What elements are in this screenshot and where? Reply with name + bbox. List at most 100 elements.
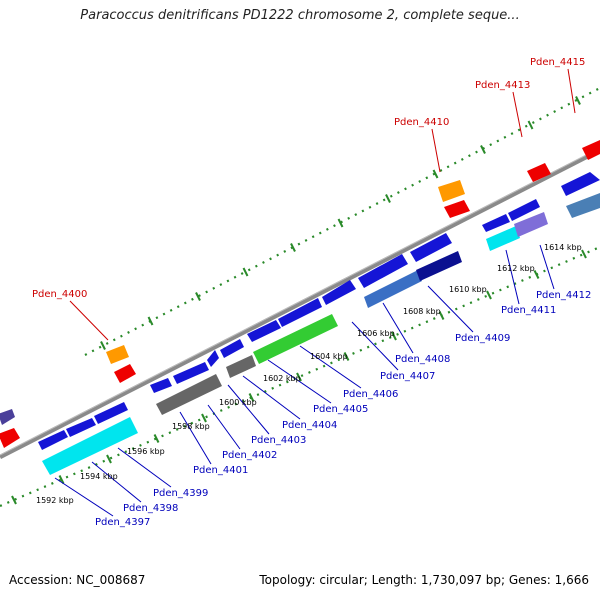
gene-label[interactable]: Pden_4404 bbox=[282, 420, 337, 431]
inner-tick-ring bbox=[0, 245, 600, 508]
gene-block[interactable] bbox=[226, 355, 256, 378]
leader-line bbox=[54, 477, 114, 517]
feature-label[interactable]: Pden_4400 bbox=[32, 289, 87, 300]
gene-block[interactable] bbox=[42, 417, 138, 475]
leader-line bbox=[91, 461, 142, 503]
gene-arrow[interactable] bbox=[207, 350, 219, 367]
gene-label[interactable]: Pden_4403 bbox=[251, 435, 306, 446]
feature-label[interactable]: Pden_4415 bbox=[530, 57, 585, 68]
gene-arrow[interactable] bbox=[561, 172, 600, 196]
gene-arrow[interactable] bbox=[482, 214, 510, 232]
leader-line bbox=[267, 359, 332, 404]
scale-labels: 1592 kbp 1594 kbp 1596 kbp 1598 kbp 1600 kbp… bbox=[36, 243, 582, 505]
gene-block[interactable] bbox=[364, 270, 422, 308]
gene-block[interactable] bbox=[156, 374, 222, 415]
genome-summary-text: Topology: circular; Length: 1,730,097 bp… bbox=[259, 573, 589, 587]
scale-label: 1598 kbp bbox=[172, 422, 210, 431]
gene-label[interactable]: Pden_4409 bbox=[455, 333, 510, 344]
feature-labels: Pden_4400 Pden_4410 Pden_4413 Pden_4415 bbox=[32, 57, 585, 300]
major-tick bbox=[527, 120, 534, 130]
gene-block[interactable] bbox=[253, 314, 338, 364]
label-leader-lines bbox=[54, 68, 576, 517]
gene-label[interactable]: Pden_4397 bbox=[95, 517, 150, 528]
feature-red[interactable] bbox=[444, 200, 470, 218]
major-tick bbox=[438, 311, 445, 320]
scale-label: 1596 kbp bbox=[127, 447, 165, 456]
gene-arrow[interactable] bbox=[220, 339, 244, 358]
leader-line bbox=[539, 244, 555, 290]
inner-major-ticks bbox=[11, 249, 587, 505]
gene-labels: Pden_4397 Pden_4398 Pden_4399 Pden_4401 Pden… bbox=[95, 290, 591, 528]
gene-arrow[interactable] bbox=[410, 233, 452, 262]
scale-label: 1594 kbp bbox=[80, 472, 118, 481]
major-tick bbox=[581, 249, 587, 259]
scale-label: 1592 kbp bbox=[36, 496, 74, 505]
gene-arrow[interactable] bbox=[247, 320, 281, 342]
gene-arrow[interactable] bbox=[66, 418, 96, 437]
major-tick bbox=[100, 341, 106, 350]
major-tick bbox=[575, 96, 581, 105]
gene-arrow[interactable] bbox=[508, 199, 540, 221]
scale-label: 1604 kbp bbox=[310, 352, 348, 361]
gene-label[interactable]: Pden_4411 bbox=[501, 305, 556, 316]
major-tick bbox=[432, 169, 439, 179]
major-tick bbox=[343, 352, 350, 361]
major-tick bbox=[106, 454, 112, 464]
major-tick bbox=[147, 316, 154, 326]
gene-arrow[interactable] bbox=[38, 430, 68, 450]
major-tick bbox=[337, 218, 344, 228]
major-tick bbox=[533, 270, 540, 279]
leader-line bbox=[242, 375, 301, 420]
major-tick bbox=[58, 475, 65, 484]
leader-line bbox=[512, 91, 523, 138]
feature-red[interactable] bbox=[0, 428, 20, 448]
gene-arrow[interactable] bbox=[322, 280, 356, 305]
gene-label[interactable]: Pden_4402 bbox=[222, 450, 277, 461]
feature-red[interactable] bbox=[114, 364, 136, 383]
major-tick bbox=[391, 331, 397, 341]
major-tick bbox=[11, 495, 17, 505]
leader-line bbox=[382, 302, 414, 354]
feature-orange[interactable] bbox=[106, 345, 129, 364]
major-tick bbox=[153, 434, 160, 443]
scale-label: 1614 kbp bbox=[544, 243, 582, 252]
gene-arrow[interactable] bbox=[173, 362, 209, 384]
gene-label[interactable]: Pden_4399 bbox=[153, 488, 208, 499]
gene-label[interactable]: Pden_4406 bbox=[343, 389, 398, 400]
gene-arrow[interactable] bbox=[278, 298, 322, 327]
gene-arrow[interactable] bbox=[150, 378, 172, 393]
leader-line bbox=[427, 285, 474, 333]
leader-line bbox=[351, 321, 399, 371]
gene-label[interactable]: Pden_4408 bbox=[395, 354, 450, 365]
feature-red[interactable] bbox=[527, 163, 551, 182]
leader-line bbox=[567, 68, 576, 114]
map-title: Paracoccus denitrificans PD1222 chromoso… bbox=[80, 8, 520, 23]
gene-label[interactable]: Pden_4407 bbox=[380, 371, 435, 382]
leader-line bbox=[179, 411, 212, 465]
gene-block[interactable] bbox=[566, 193, 600, 218]
forward-strand-genes bbox=[0, 172, 600, 450]
gene-label[interactable]: Pden_4412 bbox=[536, 290, 591, 301]
feature-label[interactable]: Pden_4410 bbox=[394, 117, 449, 128]
gene-arrow[interactable] bbox=[0, 409, 15, 425]
major-tick bbox=[290, 243, 296, 252]
gene-label[interactable]: Pden_4405 bbox=[313, 404, 368, 415]
scale-label: 1610 kbp bbox=[449, 285, 487, 294]
gene-label[interactable]: Pden_4401 bbox=[193, 465, 248, 476]
leader-line bbox=[227, 384, 270, 435]
gene-arrow[interactable] bbox=[358, 254, 408, 288]
feature-red[interactable] bbox=[582, 140, 600, 160]
gene-label[interactable]: Pden_4398 bbox=[123, 503, 178, 514]
feature-orange[interactable] bbox=[438, 180, 465, 202]
leader-line bbox=[505, 249, 520, 305]
gene-arrow[interactable] bbox=[94, 402, 128, 424]
gene-block[interactable] bbox=[416, 251, 462, 281]
scale-label: 1608 kbp bbox=[403, 307, 441, 316]
major-tick bbox=[385, 194, 391, 203]
gene-block[interactable] bbox=[514, 212, 548, 237]
gene-block[interactable] bbox=[486, 226, 520, 251]
scale-label: 1600 kbp bbox=[219, 398, 257, 407]
feature-label[interactable]: Pden_4413 bbox=[475, 80, 530, 91]
